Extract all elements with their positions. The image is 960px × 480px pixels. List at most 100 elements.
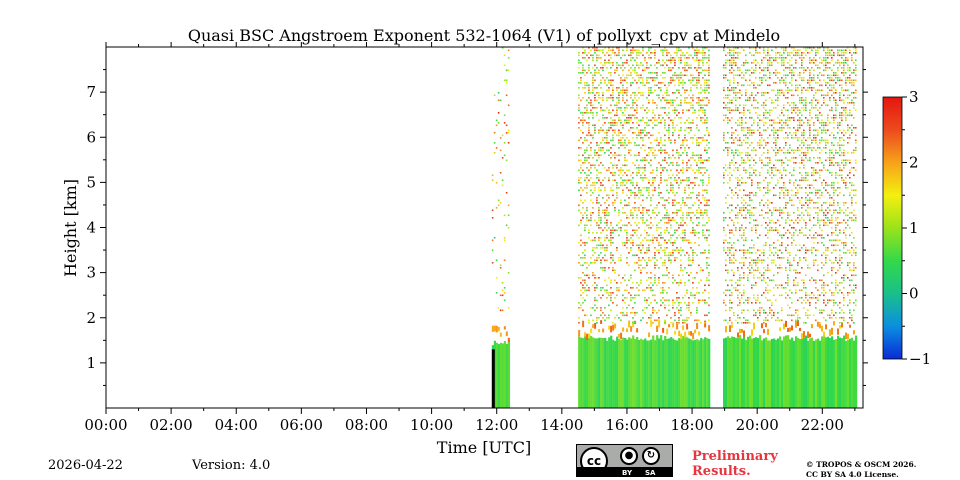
noise-cell [754,94,757,97]
noise-cell [774,54,777,57]
noise-cell [732,252,735,254]
noise-cell [678,172,680,174]
noise-cell [638,52,640,54]
noise-cell [794,84,797,87]
noise-cell [622,89,624,92]
noise-cell [704,249,706,252]
noise-cell [816,117,819,119]
noise-cell [592,319,594,322]
noise-cell [610,309,612,312]
noise-cell [590,149,592,152]
noise-cell [648,119,650,122]
noise-cell [584,139,586,142]
noise-cell [610,62,612,64]
noise-cell [794,277,797,279]
noise-cell [758,309,761,312]
noise-cell [584,119,586,122]
noise-cell [798,49,801,52]
noise-cell [584,314,586,317]
noise-cell [706,152,708,154]
noise-cell [636,127,638,129]
noise-cell [698,264,700,267]
noise-cell [602,137,604,139]
noise-cell [688,127,690,129]
noise-cell [702,107,704,109]
noise-cell [768,227,771,229]
noise-cell [800,64,803,67]
noise-cell [810,59,813,62]
noise-cell [740,182,743,184]
noise-cell [724,217,727,219]
boundary-layer-stripe [762,338,766,408]
noise-cell [796,272,799,274]
aerosol-top-cell [602,328,605,333]
noise-cell [762,102,765,104]
noise-cell [816,147,819,149]
noise-cell [634,79,636,82]
noise-cell [708,272,710,274]
noise-cell [660,304,662,307]
noise-cell [774,167,777,169]
noise-cell [604,214,606,217]
noise-cell [588,64,590,67]
noise-cell [704,224,706,227]
noise-cell [658,242,660,244]
noise-cell [730,254,733,257]
noise-cell [784,137,787,139]
noise-cell [680,54,682,57]
noise-cell [610,222,612,224]
noise-cell [764,319,767,322]
noise-cell [656,107,658,109]
noise-cell [614,124,616,127]
noise-cell [804,274,807,277]
noise-cell [610,237,612,239]
noise-cell [626,289,628,292]
noise-cell [636,64,638,67]
noise-cell [698,299,700,302]
noise-cell [812,297,815,299]
noise-cell [640,137,642,139]
noise-cell [732,222,735,224]
noise-cell [702,232,704,234]
noise-cell [503,54,506,57]
noise-cell [792,107,795,109]
boundary-layer-stripe [662,340,665,408]
aerosol-top-cell [600,320,603,324]
noise-cell [822,284,825,287]
noise-cell [586,82,588,84]
noise-cell [790,64,793,67]
noise-cell [768,244,771,247]
noise-cell [658,317,660,319]
noise-cell [638,87,640,89]
noise-cell [696,87,698,89]
aerosol-top-cell [692,332,695,340]
noise-cell [610,97,612,99]
noise-cell [622,87,624,89]
noise-cell [654,189,656,192]
noise-cell [802,287,805,289]
noise-cell [596,319,598,322]
noise-cell [666,52,668,54]
noise-cell [654,262,656,264]
noise-cell [606,229,608,232]
noise-cell [622,134,624,137]
noise-cell [792,194,795,197]
noise-cell [507,307,510,309]
noise-cell [668,299,670,302]
noise-cell [594,99,596,102]
noise-cell [740,202,743,204]
noise-cell [744,249,747,252]
boundary-layer-stripe [806,340,810,408]
noise-cell [814,137,817,139]
noise-cell [650,289,652,292]
noise-cell [624,102,626,104]
noise-cell [796,127,799,129]
noise-cell [676,114,678,117]
noise-cell [808,147,811,149]
noise-cell [794,219,797,222]
noise-cell [578,87,580,89]
noise-cell [818,234,821,237]
boundary-layer-stripe [808,338,812,408]
noise-cell [628,197,630,199]
noise-cell [654,89,656,92]
